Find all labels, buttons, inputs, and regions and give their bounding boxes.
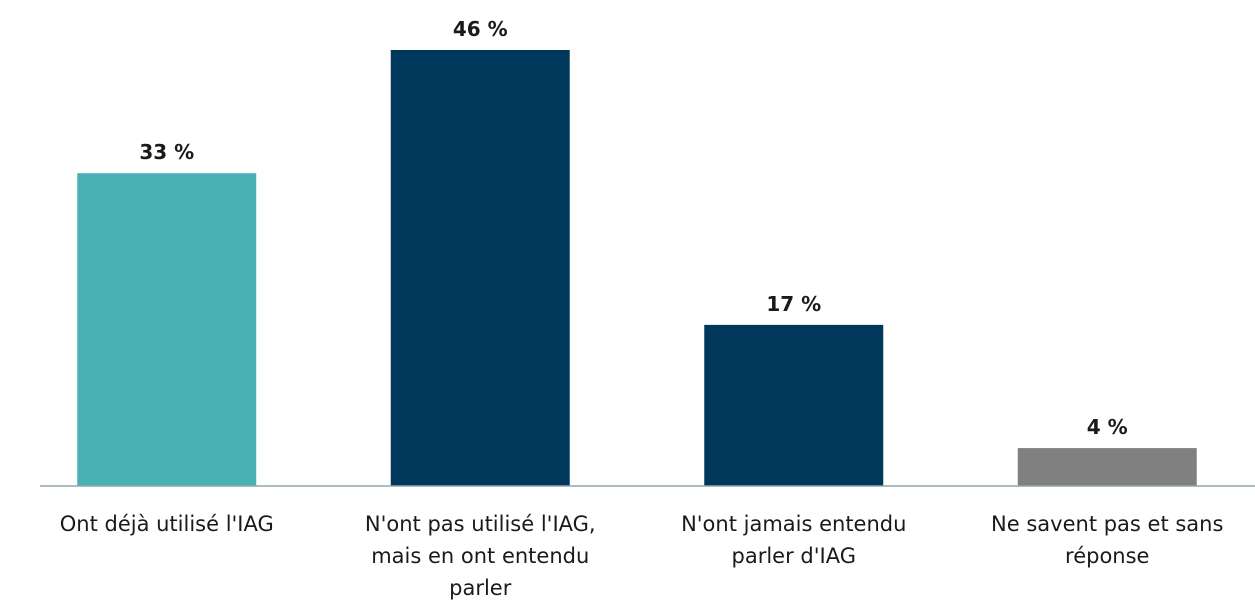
value-label: 17 % — [766, 292, 821, 316]
x-tick-label: Ne savent pas et sans réponse — [991, 512, 1224, 568]
bar — [1017, 448, 1197, 486]
x-tick-label: N'ont jamais entendu parler d'IAG — [681, 512, 907, 568]
value-label: 33 % — [139, 140, 194, 164]
bar — [390, 50, 570, 486]
value-label: 46 % — [453, 17, 508, 41]
value-label: 4 % — [1087, 415, 1128, 439]
bar — [704, 324, 884, 486]
x-tick-label: N'ont pas utilisé l'IAG, mais en ont ent… — [364, 512, 596, 600]
bar — [77, 173, 257, 486]
x-tick-label: Ont déjà utilisé l'IAG — [59, 512, 274, 536]
